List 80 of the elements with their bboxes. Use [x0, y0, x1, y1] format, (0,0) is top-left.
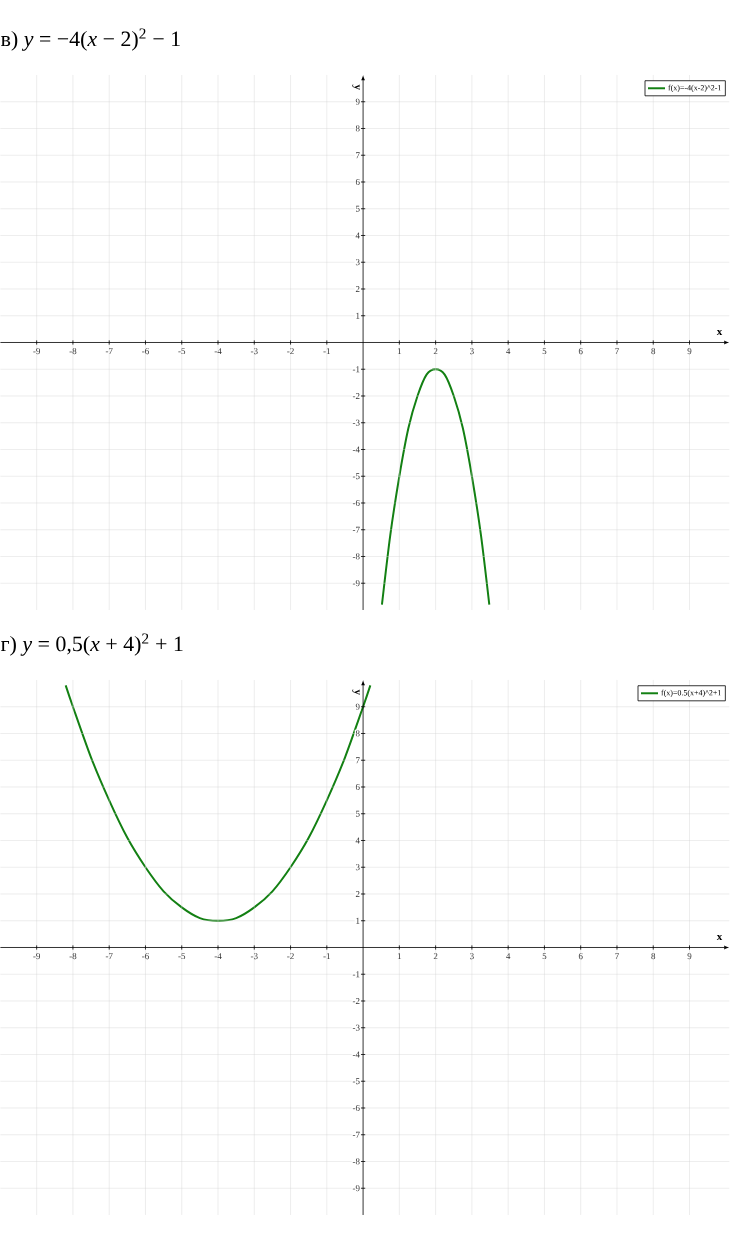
x-tick-label: 1 [397, 953, 402, 960]
x-tick-label: 3 [470, 953, 474, 960]
x-tick-label: -7 [105, 953, 113, 960]
x-axis-title: x [716, 934, 723, 940]
y-tick-label: 1 [356, 917, 360, 924]
y-tick-label: 7 [356, 152, 360, 159]
y-tick-label: 1 [356, 312, 360, 319]
y-tick-label: 3 [356, 864, 360, 871]
y-tick-label: -6 [352, 1104, 360, 1112]
x-tick-label: 6 [578, 953, 583, 960]
y-tick-label: -6 [352, 499, 360, 507]
y-tick-label: -7 [352, 526, 360, 533]
y-tick-label: 9 [355, 98, 360, 105]
x-tick-label: -2 [287, 348, 294, 355]
y-axis-title: y [352, 84, 360, 90]
y-tick-label: 7 [356, 757, 360, 764]
y-tick-label: -3 [352, 419, 360, 426]
y-tick-label: 2 [355, 891, 360, 897]
x-tick-label: 7 [615, 348, 620, 355]
x-tick-label: 3 [470, 348, 474, 355]
x-tick-label: -8 [69, 953, 77, 960]
x-tick-label: -8 [69, 348, 77, 355]
y-tick-label: 8 [355, 730, 360, 737]
line-series [381, 368, 491, 606]
y-tick-label: -7 [352, 1131, 360, 1138]
x-tick-label: 9 [687, 953, 692, 960]
y-tick-label: -4 [352, 1051, 360, 1058]
y-tick-label: 8 [355, 125, 360, 132]
y-tick-label: -8 [352, 1158, 360, 1165]
x-tick-label: -9 [33, 953, 41, 960]
y-tick-label: -4 [352, 446, 360, 453]
x-tick-label: -3 [250, 348, 258, 355]
x-tick-label: 2 [433, 348, 438, 355]
x-tick-label: -7 [105, 348, 113, 355]
x-tick-label: 4 [506, 348, 511, 355]
x-tick-label: -9 [33, 348, 41, 355]
chart-title: г) y = 0,5(x + 4)$^{2}$ + 1 [1, 633, 183, 656]
y-tick-label: -1 [352, 971, 360, 978]
y-tick-label: 2 [355, 286, 360, 292]
y-tick-label: -5 [352, 473, 360, 480]
y-tick-label: -9 [352, 580, 360, 587]
chart-title: в) y = −4(x − 2)$^{2}$ − 1 [1, 28, 180, 51]
x-tick-label: 1 [397, 348, 402, 355]
x-tick-label: -1 [323, 953, 331, 960]
x-tick-label: -6 [142, 953, 150, 960]
x-axis-title: x [716, 329, 723, 335]
x-tick-label: -6 [142, 348, 150, 355]
x-tick-label: -3 [250, 953, 258, 960]
x-tick-label: -4 [214, 348, 222, 355]
y-tick-label: -1 [352, 366, 360, 373]
y-tick-label: 5 [356, 810, 360, 817]
x-tick-label: -1 [323, 348, 331, 355]
x-tick-label: -2 [287, 953, 294, 960]
y-tick-label: -9 [352, 1185, 360, 1192]
y-tick-label: 6 [355, 178, 360, 186]
x-tick-label: 9 [687, 348, 692, 355]
y-tick-label: 5 [356, 205, 360, 212]
y-tick-label: 4 [355, 232, 360, 239]
x-tick-label: 4 [506, 953, 511, 960]
x-tick-label: 5 [542, 953, 547, 960]
y-tick-label: 9 [355, 703, 360, 710]
y-tick-label: -3 [352, 1024, 360, 1031]
x-tick-label: 5 [542, 348, 547, 355]
x-tick-label: 8 [651, 348, 656, 355]
x-tick-label: 6 [578, 348, 583, 355]
x-tick-label: -5 [178, 348, 186, 355]
y-axis-title: y [352, 689, 360, 695]
y-tick-label: 4 [355, 837, 360, 844]
y-tick-label: -2 [352, 998, 360, 1004]
line-series [64, 684, 372, 922]
x-tick-label: 7 [615, 953, 620, 960]
y-tick-label: -2 [352, 393, 360, 399]
x-tick-label: 2 [433, 953, 438, 960]
y-tick-label: 6 [355, 783, 360, 791]
x-tick-label: -4 [214, 953, 222, 960]
x-tick-label: -5 [178, 953, 186, 960]
x-tick-label: 8 [651, 953, 656, 960]
y-tick-label: -5 [352, 1078, 360, 1085]
y-tick-label: 3 [356, 259, 360, 266]
y-tick-label: -8 [352, 553, 360, 560]
